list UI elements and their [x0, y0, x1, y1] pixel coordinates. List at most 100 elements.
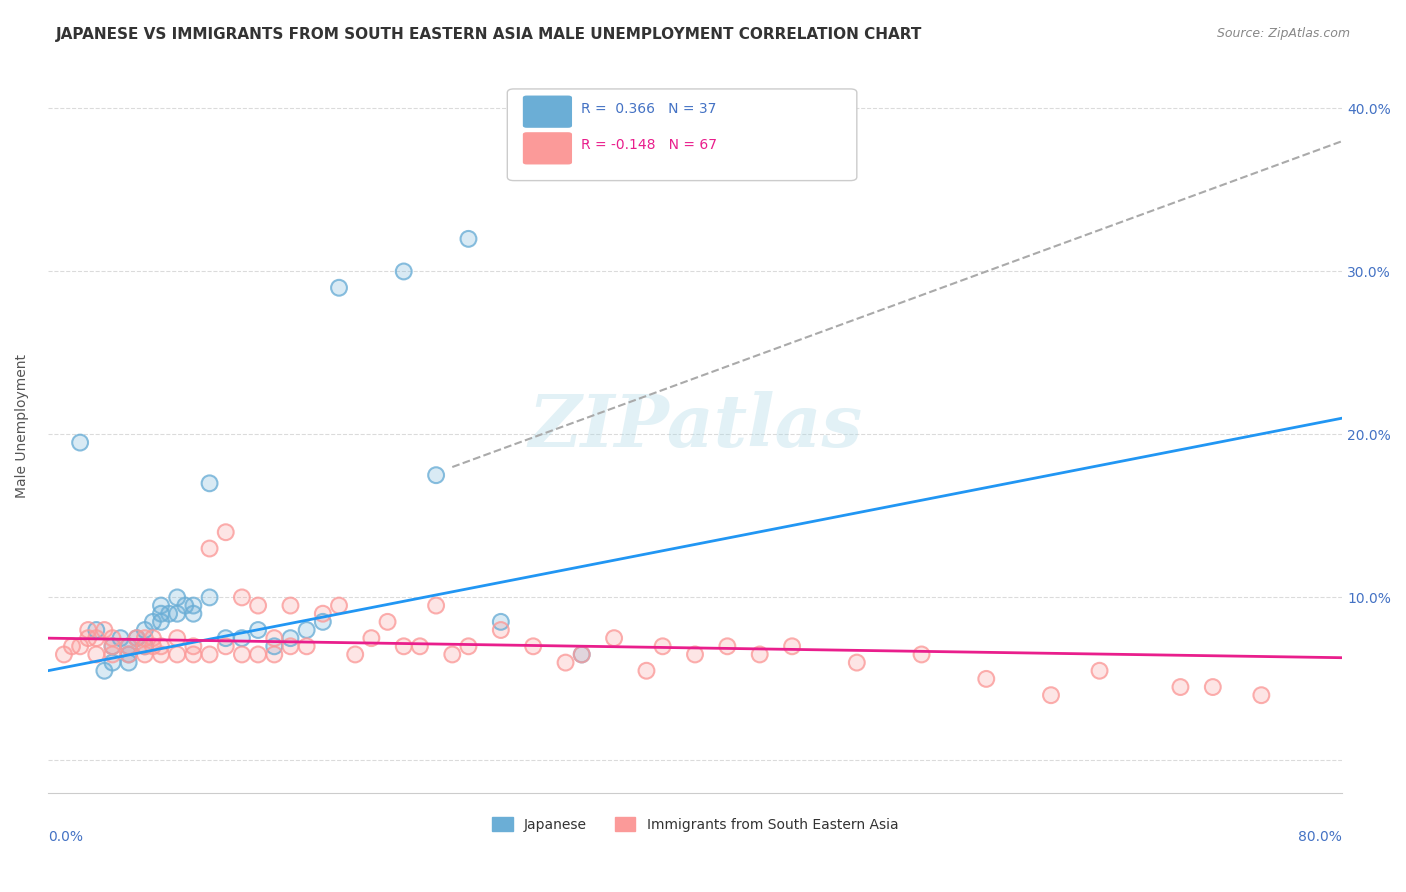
Point	[118, 640, 141, 654]
Point	[571, 648, 593, 662]
Point	[142, 631, 165, 645]
Point	[312, 615, 335, 629]
Point	[134, 631, 156, 645]
Point	[231, 648, 253, 662]
Point	[1088, 664, 1111, 678]
Point	[377, 615, 399, 629]
Text: JAPANESE VS IMMIGRANTS FROM SOUTH EASTERN ASIA MALE UNEMPLOYMENT CORRELATION CHA: JAPANESE VS IMMIGRANTS FROM SOUTH EASTER…	[56, 27, 922, 42]
Point	[425, 599, 447, 613]
Point	[198, 591, 221, 605]
Point	[69, 435, 91, 450]
Text: R =  0.366   N = 37: R = 0.366 N = 37	[581, 102, 717, 116]
Point	[215, 631, 238, 645]
Point	[183, 607, 205, 621]
Point	[409, 640, 432, 654]
Point	[84, 648, 107, 662]
Point	[328, 281, 350, 295]
Point	[77, 623, 100, 637]
Point	[457, 640, 479, 654]
Point	[344, 648, 367, 662]
Point	[101, 648, 124, 662]
Point	[215, 525, 238, 540]
Point	[489, 615, 512, 629]
Point	[377, 615, 399, 629]
Point	[166, 648, 188, 662]
Point	[101, 631, 124, 645]
Point	[247, 648, 270, 662]
Point	[231, 591, 253, 605]
Point	[392, 264, 415, 278]
Point	[52, 648, 75, 662]
Point	[69, 435, 91, 450]
Point	[263, 640, 285, 654]
Point	[150, 640, 173, 654]
Point	[93, 664, 115, 678]
Point	[344, 648, 367, 662]
Point	[77, 623, 100, 637]
Point	[84, 623, 107, 637]
Point	[77, 631, 100, 645]
Point	[134, 648, 156, 662]
Point	[280, 640, 302, 654]
Point	[231, 631, 253, 645]
Point	[231, 631, 253, 645]
Point	[716, 640, 738, 654]
Point	[84, 623, 107, 637]
Point	[280, 599, 302, 613]
Point	[441, 648, 464, 662]
Point	[312, 607, 335, 621]
Point	[183, 648, 205, 662]
Point	[1202, 680, 1225, 694]
Point	[571, 648, 593, 662]
Point	[392, 640, 415, 654]
Point	[1250, 688, 1272, 702]
Point	[166, 591, 188, 605]
Point	[425, 468, 447, 483]
Point	[93, 664, 115, 678]
Point	[142, 640, 165, 654]
Point	[118, 648, 141, 662]
FancyBboxPatch shape	[523, 132, 572, 164]
Point	[118, 640, 141, 654]
Point	[312, 615, 335, 629]
Legend: Japanese, Immigrants from South Eastern Asia: Japanese, Immigrants from South Eastern …	[486, 812, 904, 838]
Point	[1202, 680, 1225, 694]
Point	[60, 640, 83, 654]
Point	[150, 607, 173, 621]
Point	[157, 607, 180, 621]
Point	[101, 640, 124, 654]
Point	[1170, 680, 1192, 694]
Point	[142, 631, 165, 645]
Point	[295, 623, 318, 637]
Point	[457, 232, 479, 246]
Point	[392, 264, 415, 278]
Point	[295, 623, 318, 637]
Point	[409, 640, 432, 654]
Point	[125, 631, 148, 645]
Point	[910, 648, 932, 662]
Point	[651, 640, 673, 654]
Point	[215, 631, 238, 645]
Point	[174, 599, 197, 613]
Point	[157, 607, 180, 621]
Point	[101, 640, 124, 654]
Point	[150, 648, 173, 662]
Y-axis label: Male Unemployment: Male Unemployment	[15, 354, 30, 499]
Point	[150, 648, 173, 662]
Point	[489, 623, 512, 637]
Point	[101, 640, 124, 654]
Point	[183, 640, 205, 654]
Point	[312, 607, 335, 621]
Point	[101, 640, 124, 654]
Point	[142, 640, 165, 654]
Point	[118, 648, 141, 662]
Point	[183, 640, 205, 654]
Point	[554, 656, 576, 670]
Point	[198, 648, 221, 662]
Point	[636, 664, 658, 678]
Point	[263, 648, 285, 662]
Point	[247, 623, 270, 637]
Point	[166, 648, 188, 662]
Point	[247, 599, 270, 613]
Point	[280, 631, 302, 645]
